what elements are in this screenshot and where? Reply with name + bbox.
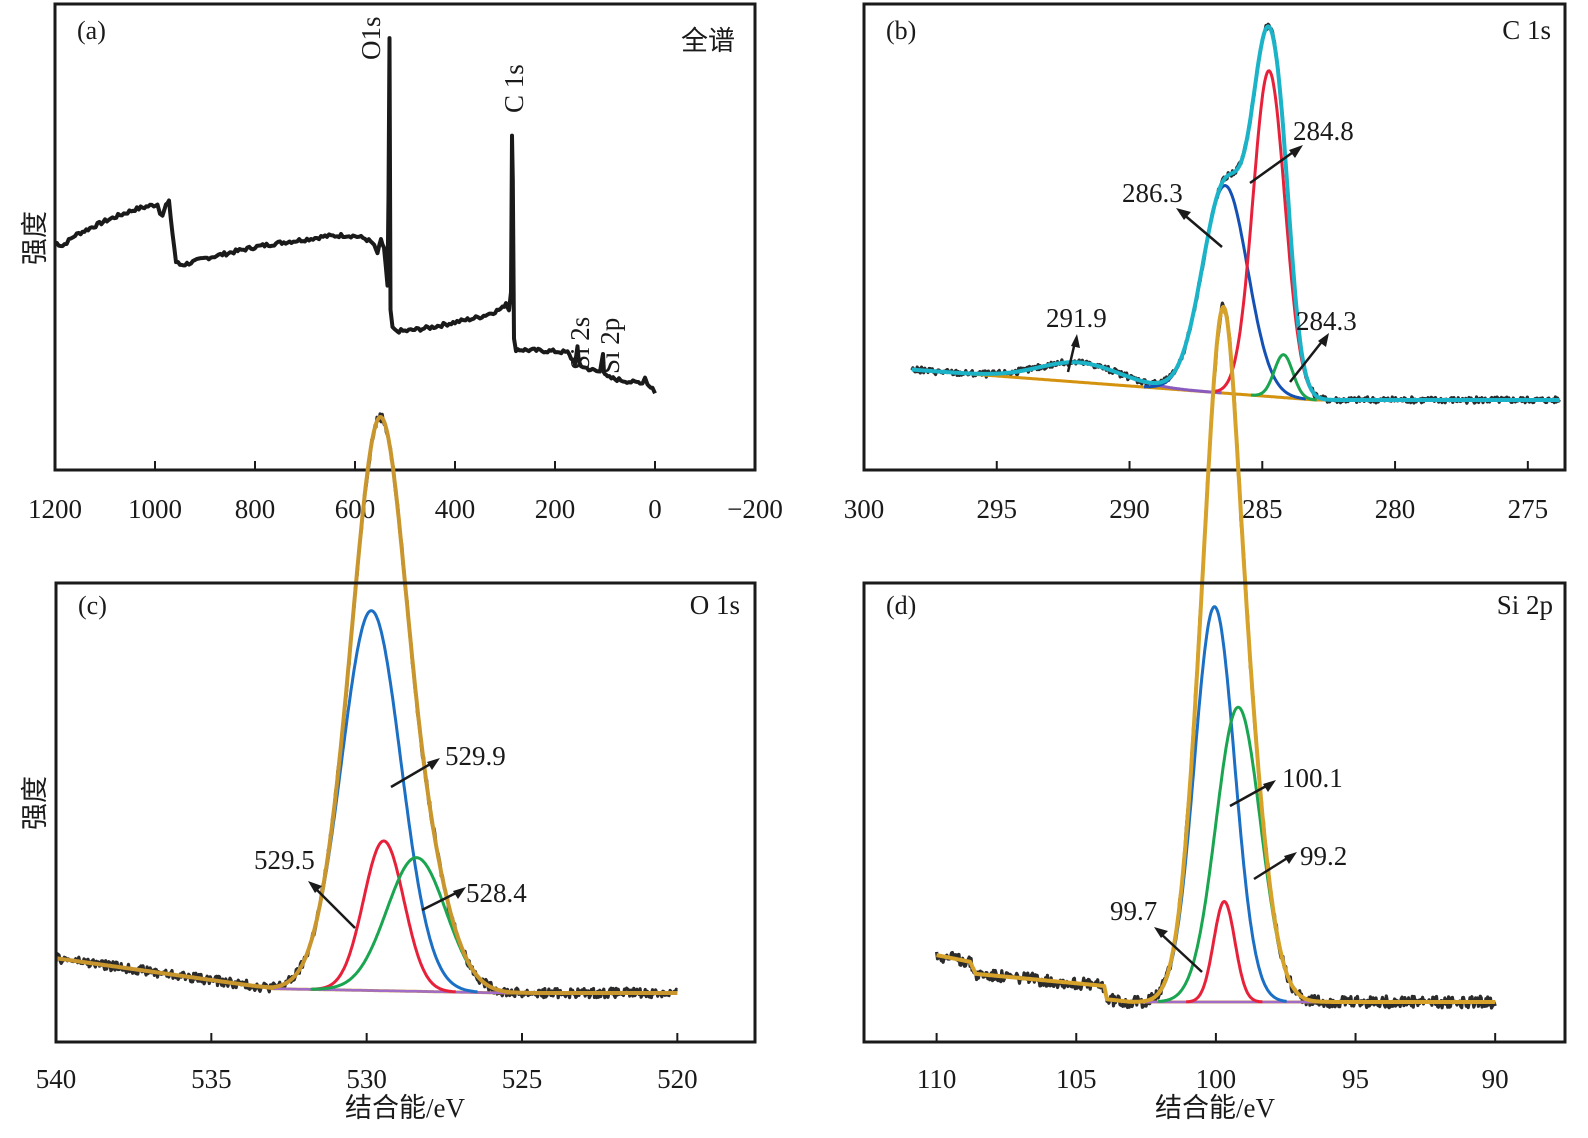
panel-b-frame (862, 2, 1567, 472)
panel-d-frame (862, 581, 1567, 1044)
x-tick-label: 1200 (28, 494, 82, 524)
survey-spectrum-line (54, 36, 657, 395)
peak-label-528-4: 528.4 (466, 878, 527, 908)
x-tick-label: 95 (1342, 1064, 1369, 1094)
panel-d-si2p: 110 105 100 95 90 (d) Si 2p 结合能/eV 100.1 99.… (862, 301, 1567, 1123)
panel-c-plot-area (54, 412, 679, 1000)
annotation-c1s: C 1s (499, 64, 529, 113)
x-tick-label: 280 (1375, 494, 1416, 524)
component-peak-99-7 (1185, 900, 1263, 1004)
x-tick-label: 800 (235, 494, 276, 524)
x-tick-label: −200 (727, 494, 783, 524)
fitted-envelope-line (55, 415, 679, 995)
x-tick-label: 90 (1482, 1064, 1509, 1094)
fitted-envelope-line (935, 305, 1497, 1004)
panel-a-x-ticks: 1200 1000 800 600 400 200 0 −200 (28, 461, 783, 524)
panel-a-frame (53, 2, 757, 472)
x-tick-label: 290 (1109, 494, 1150, 524)
x-tick-label: 105 (1056, 1064, 1097, 1094)
component-peak-284-3 (1250, 353, 1318, 402)
arrow-529-5 (308, 881, 356, 929)
panel-a-y-label: 强度 (20, 211, 50, 265)
panel-c-y-label: 强度 (20, 776, 50, 830)
fitted-envelope-line (910, 24, 1561, 402)
panel-c-x-ticks: 540 535 530 525 520 (36, 1033, 698, 1094)
arrow-99-2 (1253, 852, 1297, 881)
arrow-291-9 (1066, 334, 1080, 373)
panel-d-plot-area (935, 301, 1497, 1010)
panel-d-tag: (d) (886, 591, 916, 620)
peak-label-529-9: 529.9 (445, 741, 506, 771)
arrow-99-7 (1154, 927, 1203, 973)
arrow-528-4 (421, 887, 466, 912)
peak-label-99-7: 99.7 (1110, 896, 1157, 926)
x-tick-label: 200 (535, 494, 576, 524)
annotation-si2s: Si 2s (565, 317, 595, 370)
component-peak-529-5 (311, 839, 457, 994)
component-peak-286-3 (1143, 184, 1307, 401)
panel-a-plot-area (54, 36, 657, 395)
x-tick-label: 535 (191, 1064, 232, 1094)
panel-b-plot-area (910, 22, 1561, 405)
panel-b-x-ticks: 300 295 290 285 280 275 (844, 461, 1548, 524)
x-tick-label: 1000 (128, 494, 182, 524)
x-tick-label: 0 (648, 494, 662, 524)
x-tick-label: 300 (844, 494, 885, 524)
peak-label-284-3: 284.3 (1296, 306, 1357, 336)
arrow-284-3 (1289, 333, 1329, 383)
panel-d-title: Si 2p (1497, 590, 1553, 620)
peak-label-286-3: 286.3 (1122, 178, 1183, 208)
annotation-o1s: O1s (356, 16, 386, 60)
panel-d-x-label: 结合能/eV (1155, 1093, 1275, 1123)
component-peak-529-9 (264, 609, 478, 994)
panel-b-tag: (b) (886, 16, 916, 45)
peak-label-529-5: 529.5 (254, 845, 315, 875)
annotation-si2p: Si 2p (595, 318, 625, 374)
x-tick-label: 285 (1242, 494, 1283, 524)
arrow-100-1 (1229, 780, 1276, 808)
panel-a-tag: (a) (77, 16, 106, 45)
panel-b-title: C 1s (1502, 15, 1551, 45)
x-tick-label: 110 (917, 1064, 957, 1094)
x-tick-label: 275 (1508, 494, 1549, 524)
x-tick-label: 540 (36, 1064, 77, 1094)
panel-c-x-label: 结合能/eV (345, 1093, 465, 1123)
panel-c-tag: (c) (78, 591, 107, 620)
panel-c-title: O 1s (690, 590, 740, 620)
x-tick-label: 295 (977, 494, 1018, 524)
peak-label-284-8: 284.8 (1293, 116, 1354, 146)
x-tick-label: 525 (502, 1064, 543, 1094)
arrow-286-3 (1176, 208, 1223, 248)
x-tick-label: 520 (657, 1064, 698, 1094)
panel-c-o1s: 540 535 530 525 520 (c) O 1s 强度 结合能/eV 529.9… (20, 412, 757, 1123)
raw-data-line (935, 301, 1497, 1010)
x-tick-label: 530 (346, 1064, 387, 1094)
peak-label-291-9: 291.9 (1046, 303, 1107, 333)
panel-d-x-ticks: 110 105 100 95 90 (917, 1033, 1509, 1094)
x-tick-label: 100 (1196, 1064, 1237, 1094)
arrow-284-8 (1249, 145, 1303, 185)
panel-a-survey: 1200 1000 800 600 400 200 0 −200 (a) 全谱 强度 O1s … (20, 2, 783, 524)
peak-label-100-1: 100.1 (1282, 763, 1343, 793)
arrow-529-9 (390, 758, 440, 789)
peak-label-99-2: 99.2 (1300, 841, 1347, 871)
panel-b-c1s: 300 295 290 285 280 275 (b) C 1s 286.3 284.8 … (844, 2, 1567, 524)
x-tick-label: 600 (335, 494, 376, 524)
panel-c-frame (54, 581, 757, 1044)
panel-a-title: 全谱 (681, 26, 735, 56)
x-tick-label: 400 (435, 494, 476, 524)
